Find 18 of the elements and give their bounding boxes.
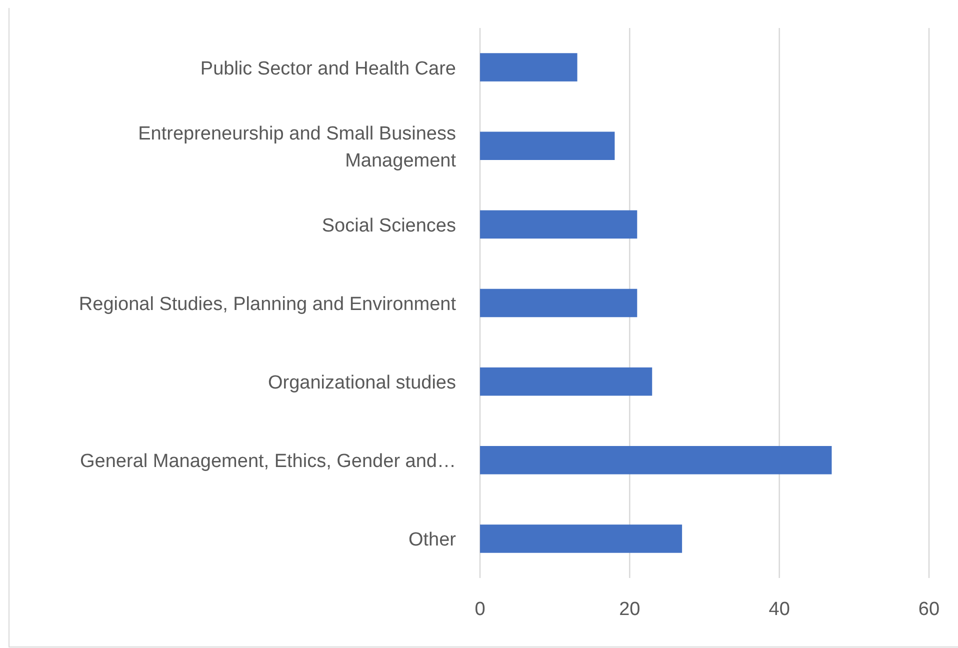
y-tick-label: Public Sector and Health Care [200, 58, 456, 80]
bar [480, 288, 638, 318]
x-tick-label: 0 [474, 599, 486, 620]
y-tick-label: Organizational studies [268, 372, 456, 394]
y-tick-label: General Management, Ethics, Gender and… [80, 451, 456, 472]
x-tick-label: 40 [768, 599, 790, 620]
y-tick-label: Regional Studies, Planning and Environment [78, 294, 457, 315]
bar [480, 367, 652, 396]
bar [480, 132, 615, 160]
bar [480, 524, 682, 553]
y-tick-label: Entrepreneurship and Small Business Management [138, 123, 457, 172]
x-tick-label: 20 [619, 599, 640, 620]
bar [480, 446, 832, 474]
y-tick-label: Social Sciences [322, 215, 456, 236]
y-tick-label: Other [408, 530, 457, 551]
bar [480, 210, 638, 239]
x-tick-label: 60 [918, 599, 940, 620]
bar [480, 53, 578, 82]
